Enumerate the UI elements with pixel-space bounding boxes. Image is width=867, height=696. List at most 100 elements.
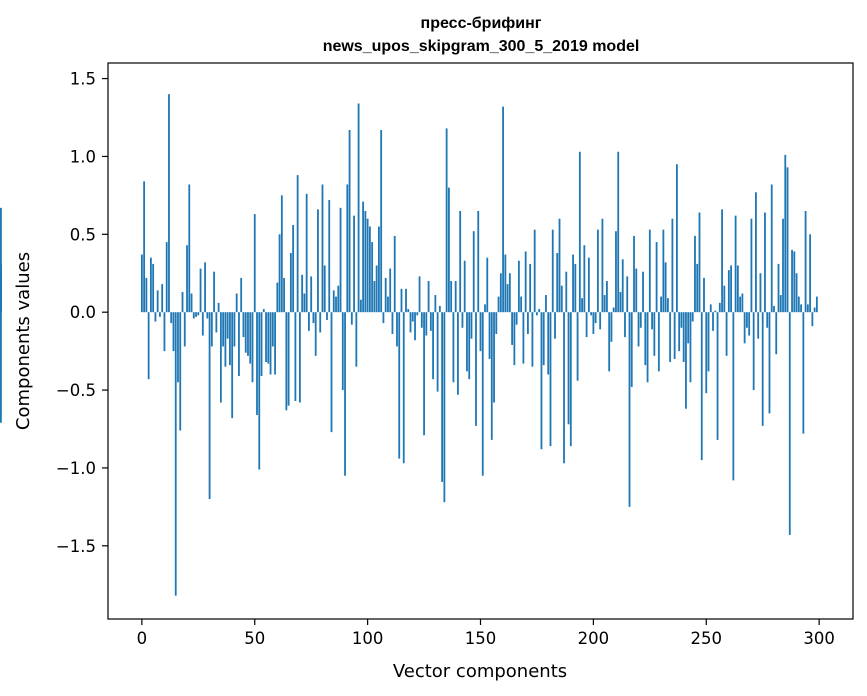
bar-97 [359, 299, 362, 313]
bar-187 [563, 312, 565, 464]
bar-71 [301, 274, 304, 313]
bar-31 [210, 312, 213, 347]
bar-252 [709, 304, 712, 313]
bar-87 [337, 285, 340, 313]
bar-119 [409, 312, 412, 333]
bar-260 [727, 270, 730, 313]
bar-219 [635, 268, 638, 313]
bar-9 [161, 284, 164, 313]
bars [0, 94, 818, 596]
bar-238 [678, 312, 681, 352]
bar-168 [520, 296, 523, 313]
y-axis-label: Components values [13, 252, 34, 430]
bar-28 [204, 262, 206, 313]
x-tick-label: 0 [137, 629, 148, 648]
bar-105 [378, 226, 380, 313]
bar-239 [680, 312, 683, 328]
bar-225 [648, 229, 651, 313]
bar-20 [186, 245, 188, 313]
bar-161 [504, 254, 507, 313]
bar-290 [795, 273, 798, 313]
bar-27 [201, 312, 204, 336]
bar-38 [226, 312, 229, 339]
bar-295 [806, 304, 809, 313]
bar-54 [262, 309, 265, 313]
bar-285 [784, 154, 787, 313]
bar-207 [608, 312, 611, 372]
bar-273 [757, 312, 760, 339]
bar-91 [346, 184, 349, 313]
bar-30 [208, 312, 211, 500]
bar-222 [642, 271, 644, 313]
bar-208 [610, 312, 613, 342]
bar-233 [666, 298, 669, 313]
bar-196 [583, 245, 586, 313]
bar-244 [691, 312, 694, 322]
bar-288 [791, 249, 793, 313]
bar-21 [188, 184, 191, 313]
bar-134 [443, 312, 446, 503]
y-tick-label: 1.5 [70, 70, 96, 89]
bar-128 [429, 312, 432, 331]
bar-163 [508, 273, 511, 313]
bar-64 [285, 312, 288, 411]
bar-198 [587, 257, 590, 313]
bar-202 [596, 229, 599, 313]
bar-287 [788, 312, 791, 535]
bar-109 [387, 296, 389, 313]
bar-41 [233, 312, 236, 347]
bar-267 [743, 312, 746, 344]
bar-51 [256, 312, 258, 415]
bar-114 [398, 312, 401, 459]
bar-149 [477, 210, 480, 313]
bar-191 [572, 254, 574, 313]
bar-215 [626, 276, 629, 313]
bar-197 [585, 312, 588, 338]
bar-200 [592, 312, 595, 334]
bar-179 [545, 295, 547, 313]
bar-7 [156, 290, 159, 313]
bar-261 [730, 265, 732, 313]
bar-46 [244, 312, 247, 353]
bar-268 [745, 312, 748, 328]
bar-133 [441, 312, 444, 482]
bar-230 [660, 296, 663, 313]
bar-177 [540, 312, 543, 450]
bar-156 [493, 312, 495, 403]
bar-271 [752, 312, 755, 391]
bar-123 [418, 276, 421, 313]
bar-231 [662, 229, 665, 313]
bar-262 [732, 312, 735, 481]
x-tick-label: 250 [691, 629, 723, 648]
bar-101 [368, 226, 371, 313]
y-axis-ticks: −1.5 −1.0 −0.5 0.0 0.5 1.0 1.5 [56, 70, 108, 556]
bar-11 [165, 242, 168, 313]
bar-146 [470, 312, 473, 339]
bar-229 [657, 312, 660, 372]
bar-206 [606, 281, 608, 313]
bar-214 [624, 312, 626, 338]
bar-201 [594, 312, 597, 324]
bar-103 [373, 281, 376, 313]
bar-175 [536, 312, 538, 316]
bar-283 [779, 295, 782, 313]
bar-264 [736, 265, 739, 313]
bar-186 [560, 285, 563, 313]
bar-2 [145, 277, 148, 313]
bar-284 [782, 218, 784, 313]
y-tick-label: −1.0 [56, 459, 96, 478]
bar-241 [685, 312, 687, 409]
bar-undefined [0, 299, 2, 313]
bar-6 [154, 312, 157, 322]
bar-116 [402, 312, 405, 464]
bar-265 [739, 296, 742, 313]
bar-190 [569, 312, 572, 447]
bar-125 [423, 312, 425, 436]
bar-249 [703, 277, 705, 313]
bar-294 [804, 210, 807, 313]
bar-142 [461, 312, 464, 328]
bar-67 [292, 224, 295, 313]
bar-160 [502, 106, 504, 313]
bar-242 [687, 312, 690, 344]
